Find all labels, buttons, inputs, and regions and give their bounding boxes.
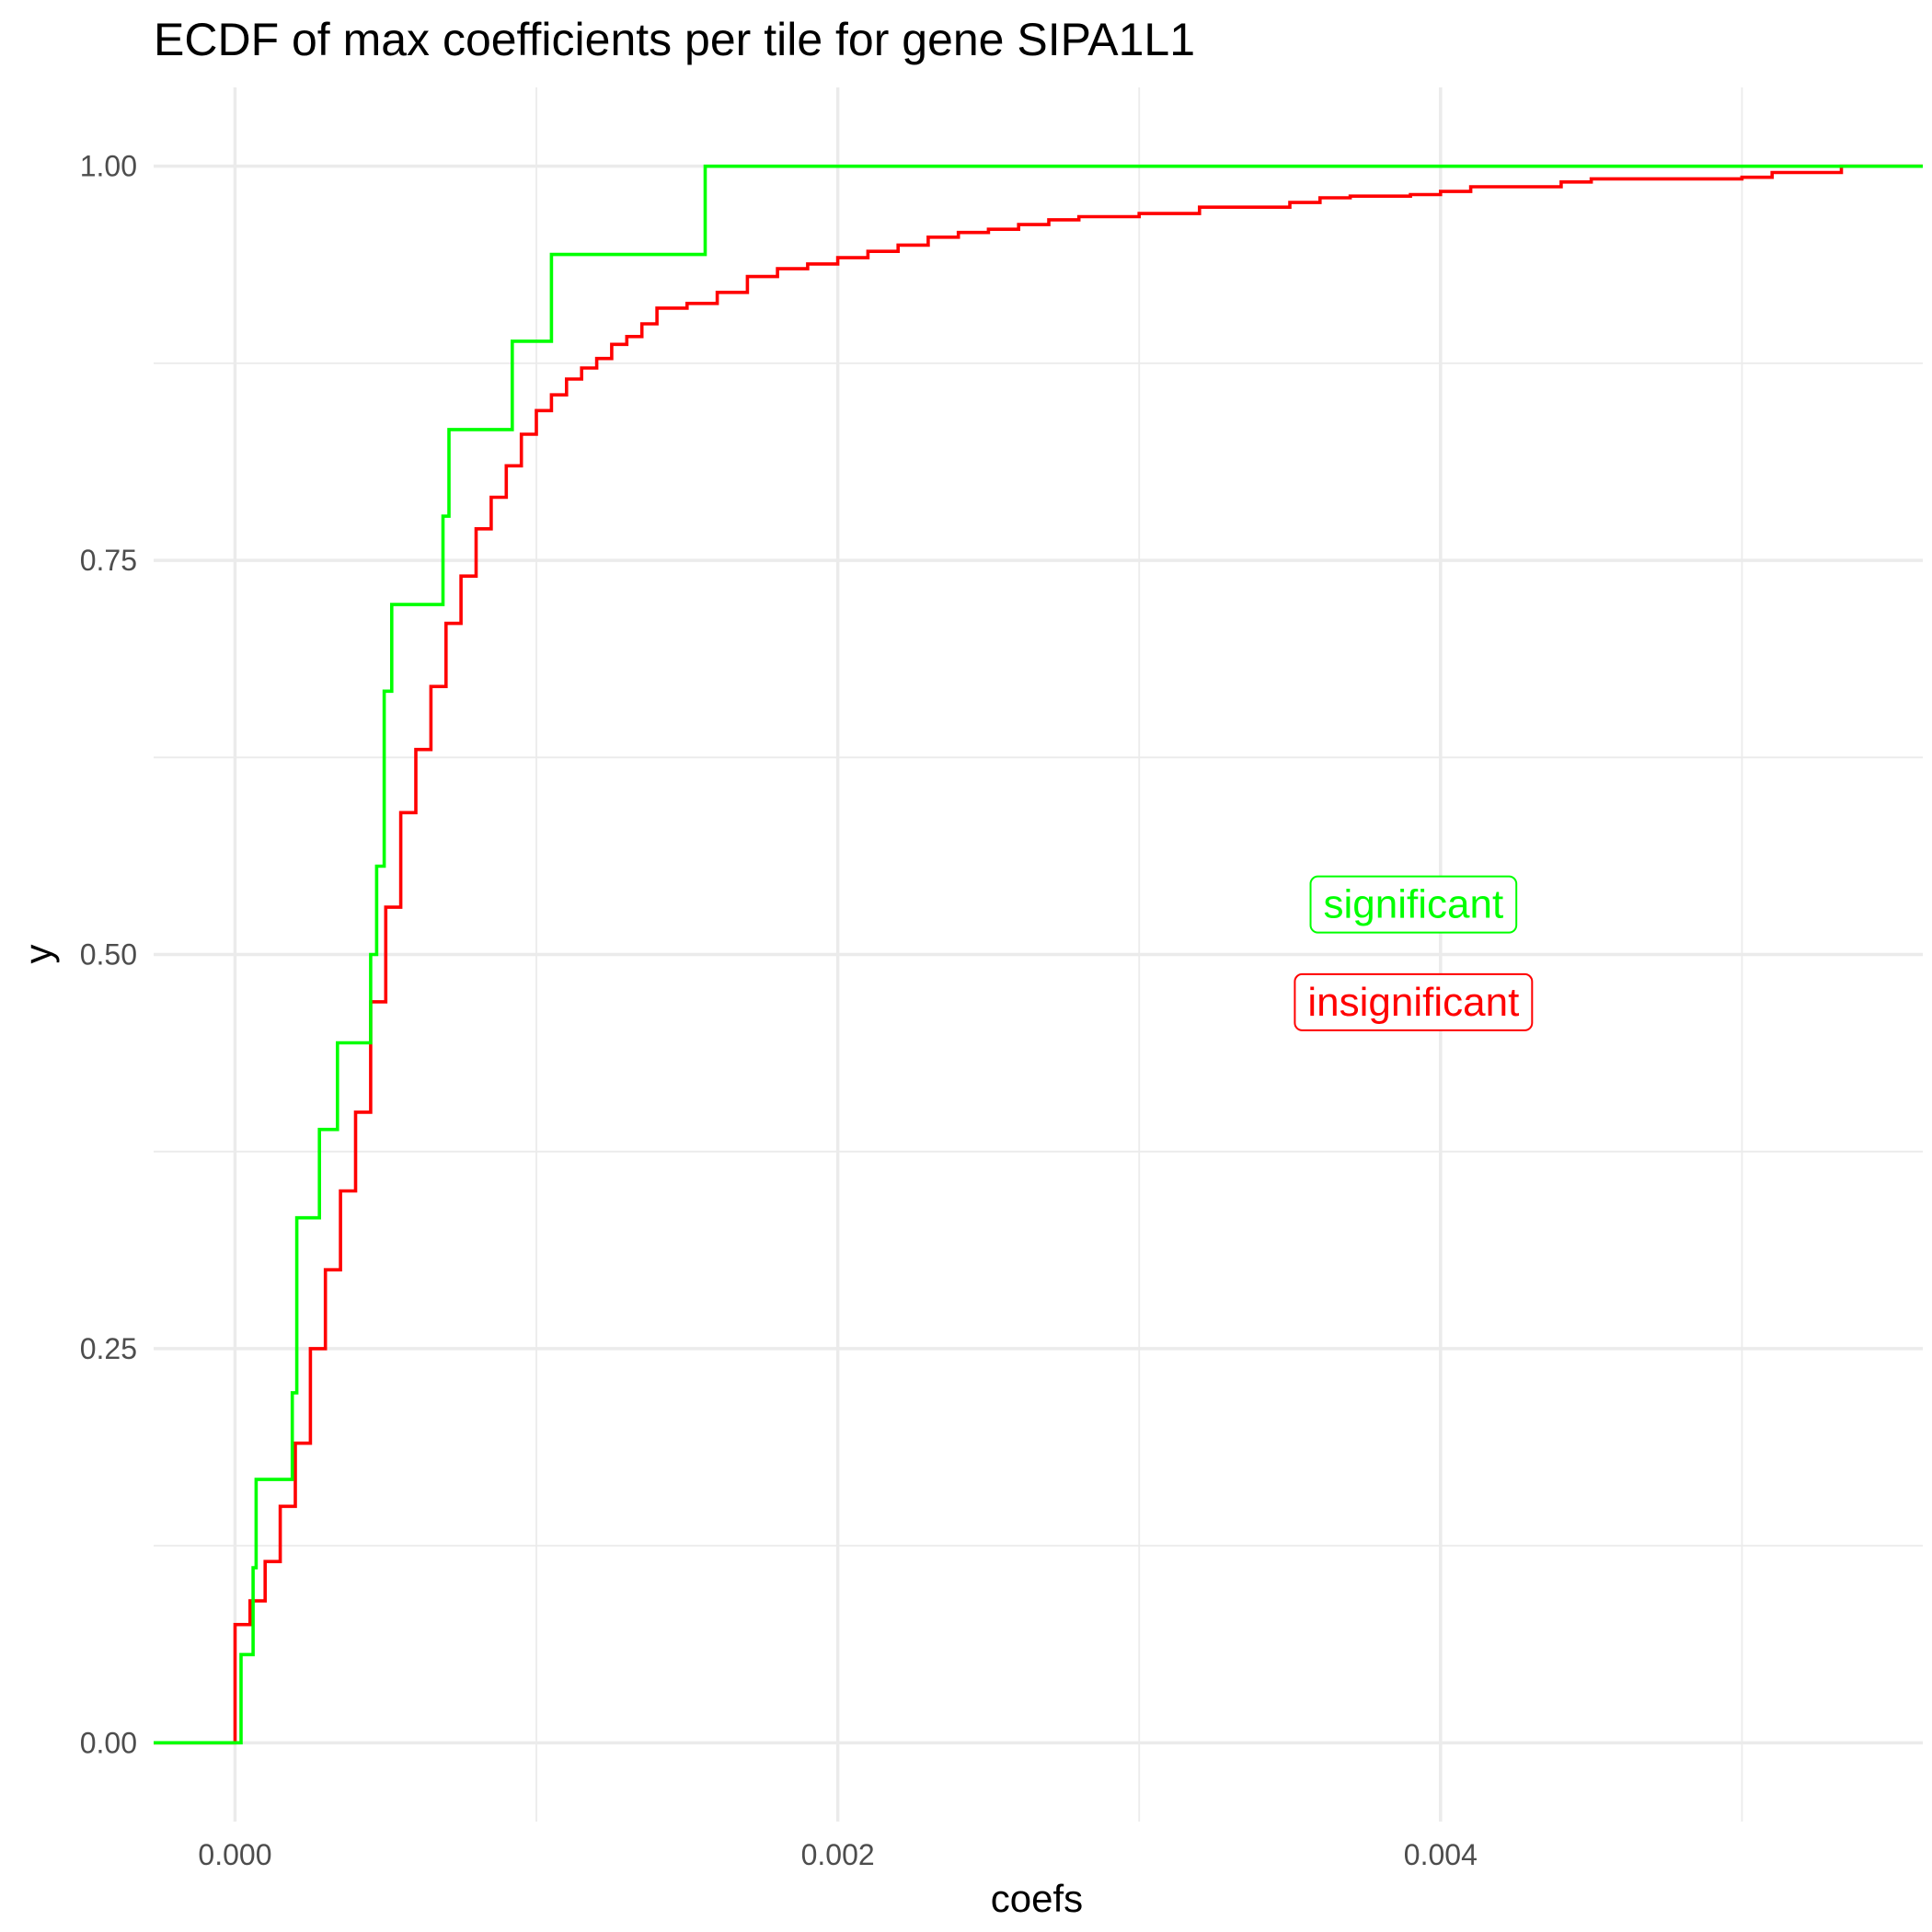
- x-axis-ticks: 0.000 0.002 0.004: [198, 1838, 1477, 1871]
- series-label-text: significant: [1324, 882, 1504, 927]
- plot-series: [154, 164, 1923, 1745]
- x-tick-label: 0.002: [801, 1838, 875, 1871]
- series-labels: significant insignificant: [1294, 875, 1534, 1031]
- ecdf-line-significant: [154, 164, 1923, 1745]
- series-label-insignificant: insignificant: [1294, 972, 1534, 1031]
- x-tick-label: 0.000: [198, 1838, 271, 1871]
- ecdf-line-insignificant: [154, 164, 1923, 1745]
- y-axis-title: y: [17, 945, 60, 964]
- y-tick-label: 1.00: [80, 150, 137, 183]
- y-tick-label: 0.75: [80, 544, 137, 577]
- y-tick-label: 0.50: [80, 938, 137, 972]
- y-axis-ticks: 0.00 0.25 0.50 0.75 1.00: [80, 150, 137, 1760]
- series-label-text: insignificant: [1307, 980, 1519, 1025]
- chart-title: ECDF of max coefficients per tile for ge…: [154, 14, 1195, 65]
- plot-gridlines: [154, 87, 1923, 1822]
- series-label-box: [1294, 972, 1534, 1031]
- series-label-significant: significant: [1309, 875, 1518, 934]
- x-axis-title: coefs: [991, 1877, 1083, 1920]
- y-tick-label: 0.25: [80, 1332, 137, 1365]
- series-label-box: [1309, 875, 1518, 934]
- x-tick-label: 0.004: [1404, 1838, 1478, 1871]
- y-tick-label: 0.00: [80, 1726, 137, 1759]
